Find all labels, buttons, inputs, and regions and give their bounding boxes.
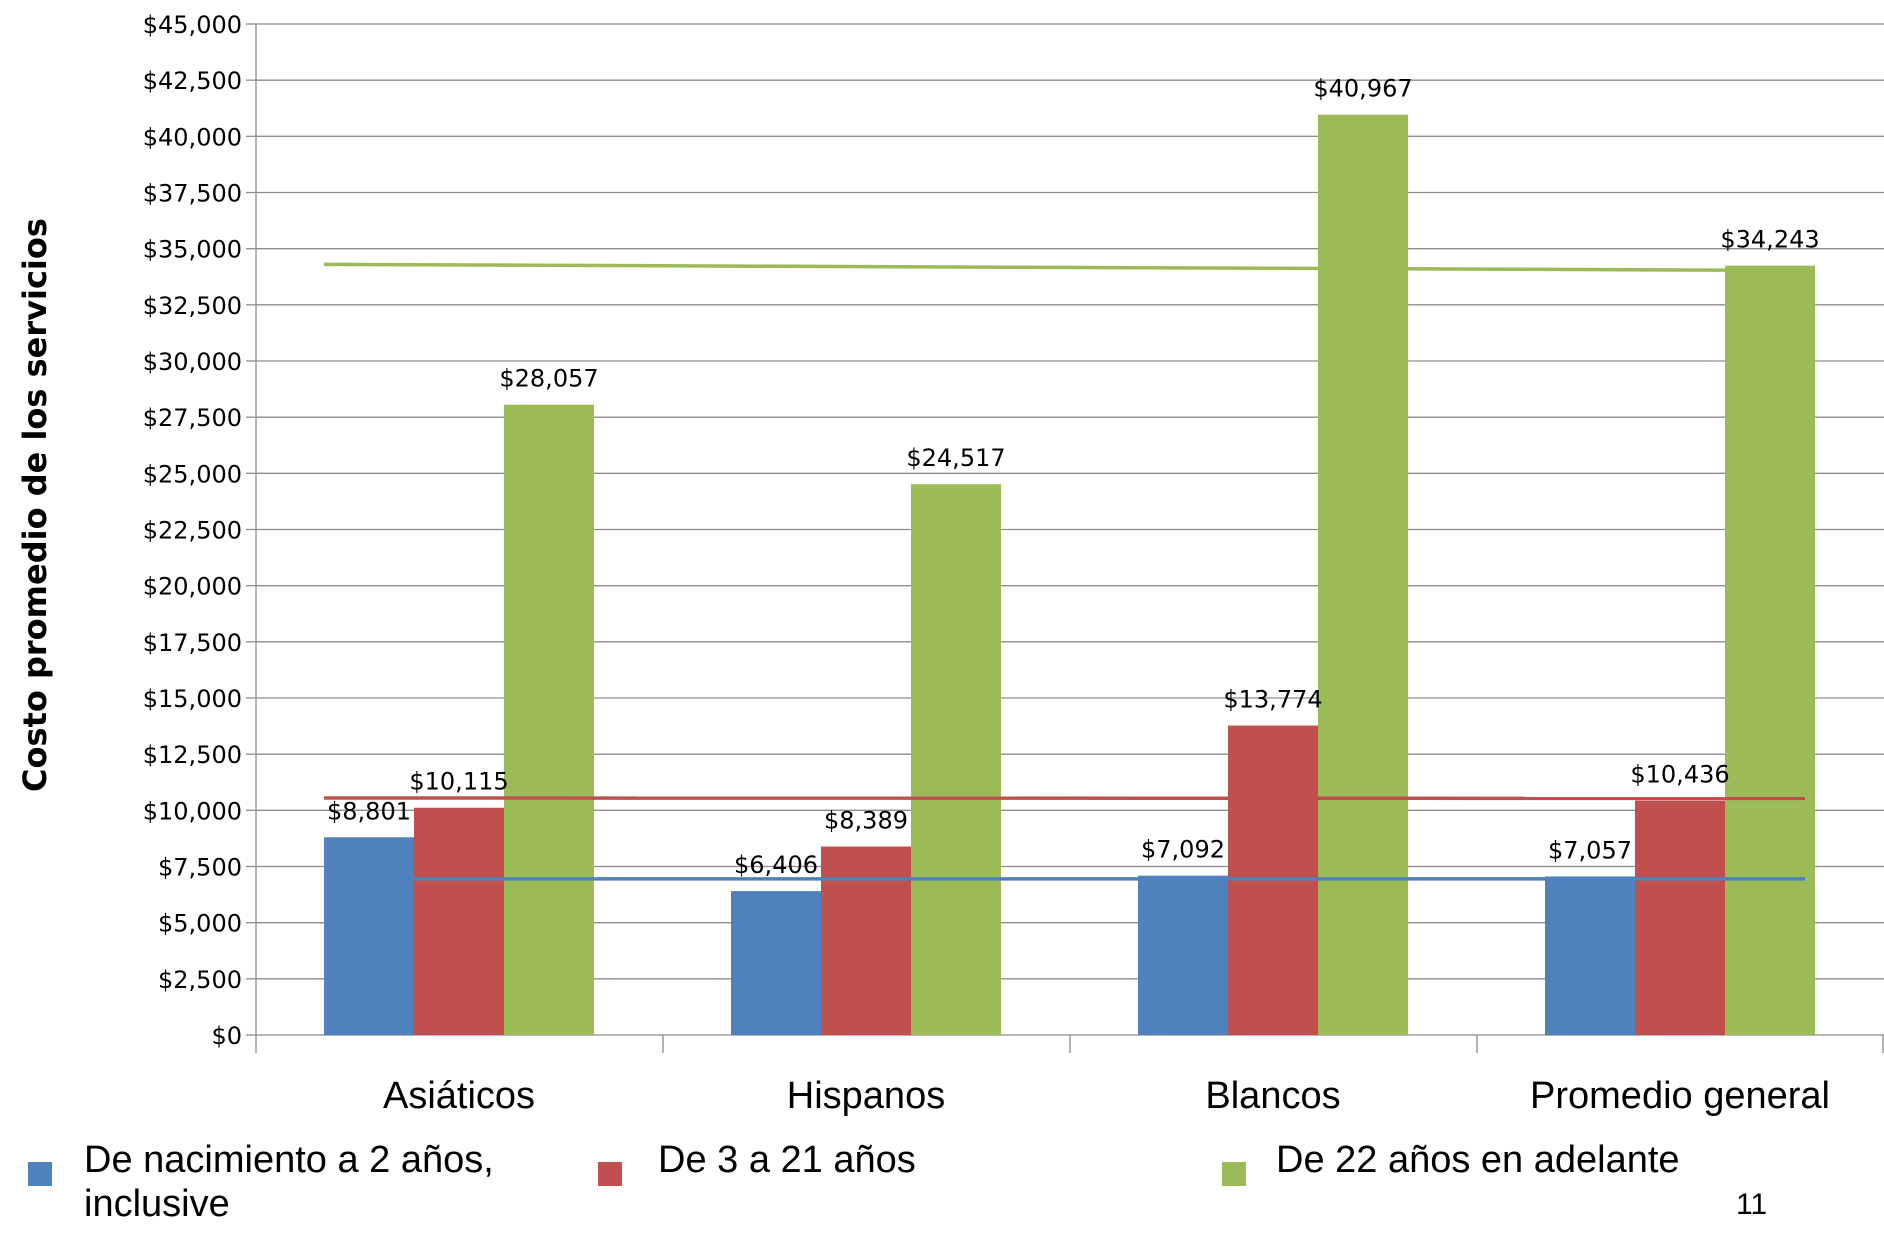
legend-label-line2: inclusive <box>84 1183 230 1225</box>
category-label: Hispanos <box>787 1075 945 1117</box>
y-tick-label: $20,000 <box>143 573 242 601</box>
y-tick-label: $17,500 <box>143 629 242 657</box>
data-label: $40,967 <box>1313 75 1412 103</box>
reference-lines <box>323 262 1806 881</box>
y-tick-label: $30,000 <box>143 348 242 376</box>
bar <box>731 891 821 1035</box>
legend-item-3-to-21: De 3 a 21 años <box>598 1138 916 1186</box>
y-tick-label: $45,000 <box>143 11 242 39</box>
data-label: $10,115 <box>409 768 508 796</box>
data-label: $8,389 <box>824 807 908 835</box>
data-label: $7,092 <box>1141 836 1225 864</box>
y-tick-label: $42,500 <box>143 67 242 95</box>
y-tick-label: $15,000 <box>143 685 242 713</box>
category-label: Blancos <box>1205 1075 1340 1117</box>
bar <box>1725 265 1815 1035</box>
legend-label: De 3 a 21 años <box>658 1139 916 1181</box>
legend-item-birth-to-2: De nacimiento a 2 años, inclusive <box>28 1138 494 1226</box>
category-label: Promedio general <box>1530 1075 1830 1117</box>
y-tick-label: $40,000 <box>143 123 242 151</box>
legend-label: De 22 años en adelante <box>1276 1139 1680 1181</box>
y-tick-label: $7,500 <box>158 854 242 882</box>
bar <box>324 837 414 1035</box>
y-tick-label: $10,000 <box>143 797 242 825</box>
page-number: 11 <box>1736 1188 1768 1221</box>
legend-swatch-green <box>1222 1162 1246 1186</box>
data-label: $34,243 <box>1720 226 1819 254</box>
legend-swatch-red <box>598 1162 622 1186</box>
data-label: $28,057 <box>499 365 598 393</box>
legend-swatch-blue <box>28 1162 52 1186</box>
y-tick-label: $25,000 <box>143 460 242 488</box>
bar <box>1545 876 1635 1035</box>
y-tick-label: $12,500 <box>143 741 242 769</box>
data-label: $24,517 <box>906 444 1005 472</box>
bar <box>1635 800 1725 1035</box>
y-axis-title: Costo promedio de los servicios <box>16 218 54 792</box>
bar <box>1138 875 1228 1035</box>
y-tick-label: $5,000 <box>158 910 242 938</box>
data-label: $13,774 <box>1223 686 1322 714</box>
category-labels: Asiáticos Hispanos Blancos Promedio general <box>383 1075 1830 1117</box>
data-label: $8,801 <box>327 797 411 825</box>
reference-line <box>323 262 1806 273</box>
y-tick-labels: $0 $2,500 $5,000 $7,500 $10,000 $12,500 $15,00… <box>143 11 242 1050</box>
data-label: $7,057 <box>1548 836 1632 864</box>
category-label: Asiáticos <box>383 1075 535 1117</box>
bar <box>1318 114 1408 1035</box>
bar-chart: $0 $2,500 $5,000 $7,500 $10,000 $12,500 $15,00… <box>16 11 1884 1117</box>
bars <box>324 114 1815 1036</box>
y-tick-label: $32,500 <box>143 292 242 320</box>
y-tick-label: $35,000 <box>143 236 242 264</box>
bar <box>821 846 911 1035</box>
legend-label: De nacimiento a 2 años, inclusive <box>84 1138 494 1226</box>
bar <box>504 404 594 1036</box>
data-label: $6,406 <box>734 851 818 879</box>
bar <box>911 484 1001 1036</box>
bar <box>414 807 504 1035</box>
y-tick-label: $2,500 <box>158 966 242 994</box>
y-tick-label: $37,500 <box>143 180 242 208</box>
legend: De nacimiento a 2 años, inclusive De 3 a… <box>0 1138 1884 1240</box>
legend-item-22-plus: De 22 años en adelante <box>1222 1138 1680 1186</box>
y-tick-label: $22,500 <box>143 517 242 545</box>
data-label: $10,436 <box>1630 761 1729 789</box>
data-labels: $8,801$10,115 $28,057 $6,406$8,389 $24,517 $… <box>327 75 1820 879</box>
legend-label-line1: De nacimiento a 2 años, <box>84 1139 494 1181</box>
y-tick-label: $27,500 <box>143 404 242 432</box>
y-tick-label: $0 <box>211 1022 242 1050</box>
